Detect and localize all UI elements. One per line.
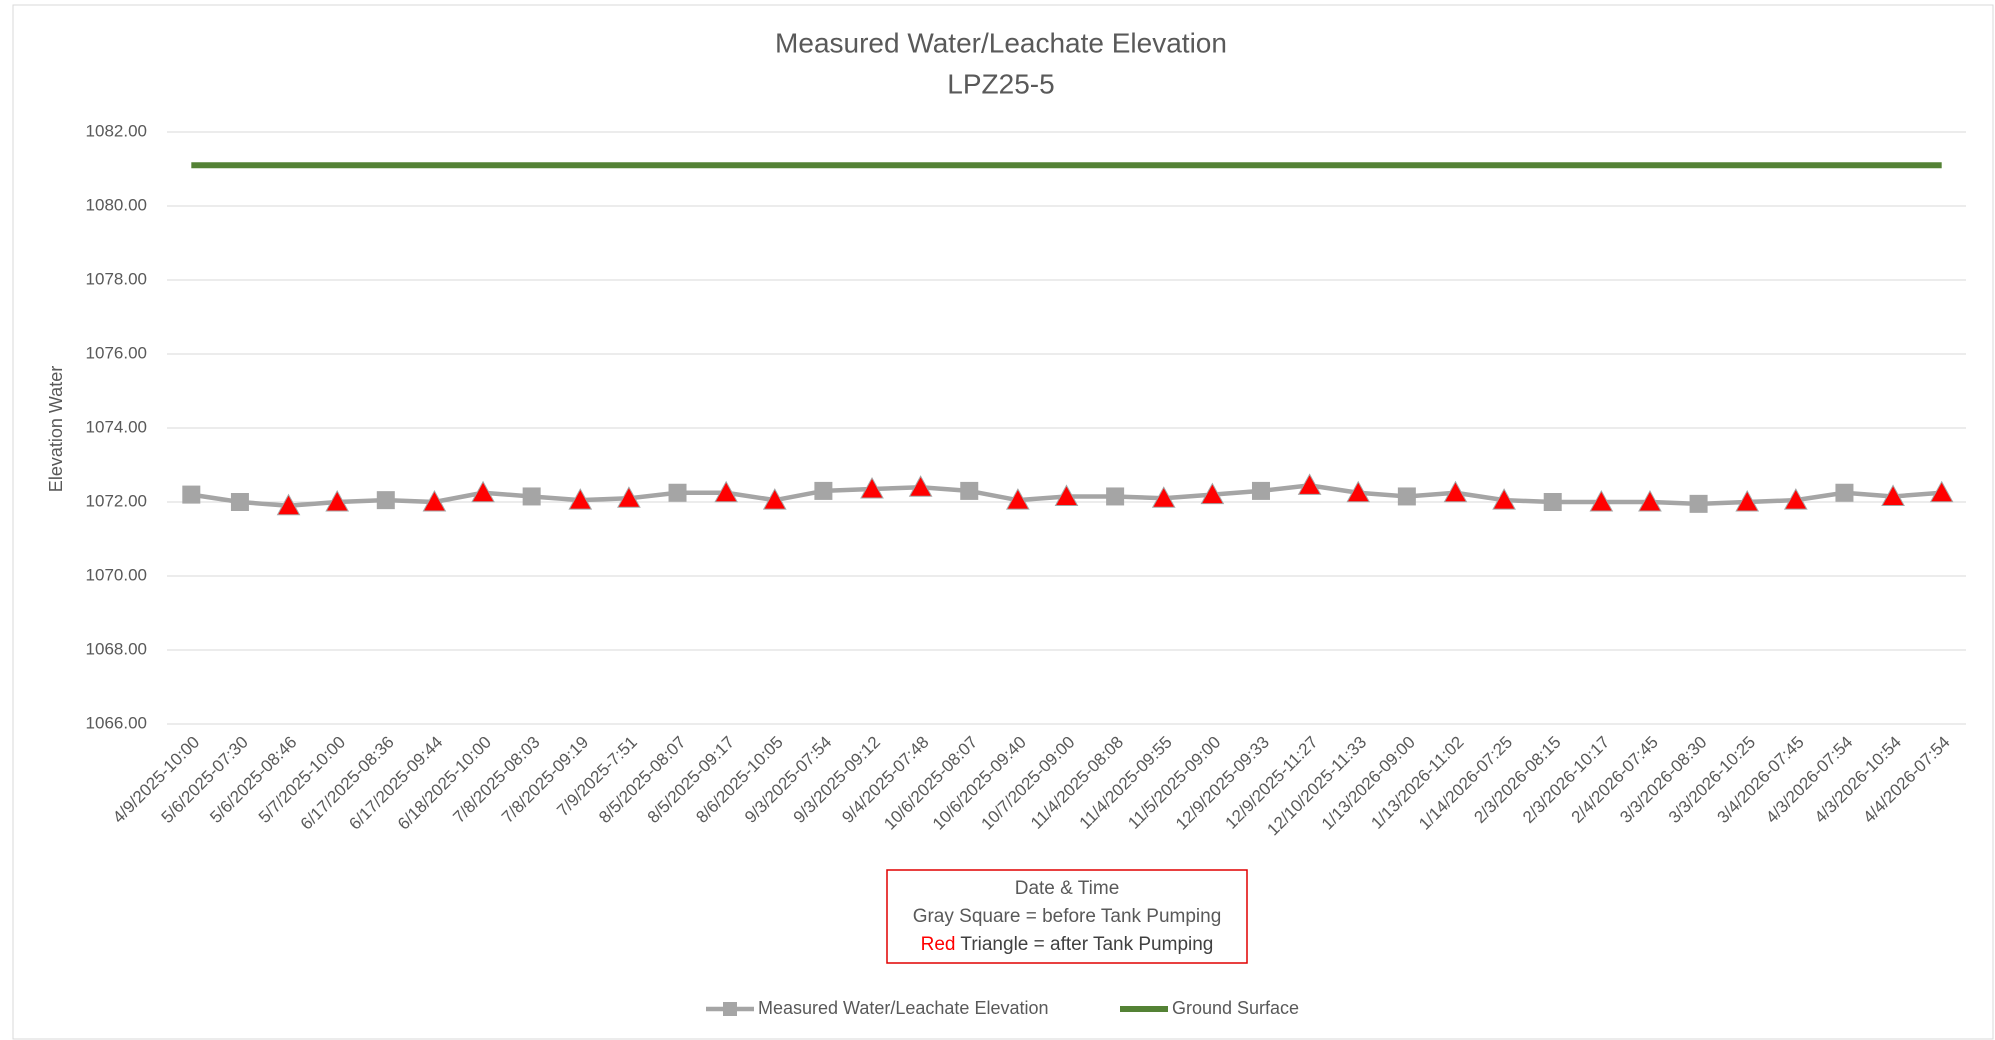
square-marker xyxy=(668,483,687,502)
y-tick-label: 1074.00 xyxy=(86,417,147,436)
y-tick-label: 1082.00 xyxy=(86,121,147,140)
square-marker xyxy=(1835,483,1854,502)
y-tick-label: 1080.00 xyxy=(86,195,147,214)
triangle-marker xyxy=(1881,484,1905,506)
triangle-marker xyxy=(908,475,933,497)
square-marker xyxy=(1543,493,1562,511)
square-marker xyxy=(960,481,979,500)
legend-label: Ground Surface xyxy=(1172,998,1299,1018)
triangle-marker xyxy=(1443,480,1468,503)
y-tick-label: 1070.00 xyxy=(86,565,147,584)
triangle-marker xyxy=(1589,489,1614,512)
annotation-box xyxy=(886,869,1248,964)
square-marker xyxy=(814,481,833,500)
triangle-marker xyxy=(1929,480,1954,503)
square-marker xyxy=(522,487,541,506)
triangle-marker xyxy=(1783,488,1808,510)
triangle-marker xyxy=(860,477,884,499)
annotation-line: Red Triangle = after Tank Pumping xyxy=(921,934,1214,955)
annotation-line: Gray Square = before Tank Pumping xyxy=(913,906,1222,927)
triangle-marker xyxy=(1006,488,1030,510)
y-tick-label: 1076.00 xyxy=(86,343,147,362)
triangle-marker xyxy=(1735,489,1760,512)
y-tick-label: 1072.00 xyxy=(86,491,147,510)
legend-label: Measured Water/Leachate Elevation xyxy=(758,998,1049,1018)
square-marker xyxy=(1251,481,1270,500)
triangle-marker xyxy=(276,493,301,516)
square-marker xyxy=(230,493,249,511)
square-marker xyxy=(376,491,395,510)
triangle-marker xyxy=(1297,473,1322,495)
triangle-marker xyxy=(762,488,787,510)
triangle-marker xyxy=(325,489,350,512)
square-marker xyxy=(1397,487,1416,506)
square-marker xyxy=(1106,487,1125,506)
triangle-marker xyxy=(1346,480,1371,503)
triangle-marker xyxy=(568,488,593,510)
annotation-part: Red xyxy=(921,934,956,955)
square-marker xyxy=(1689,494,1708,513)
triangle-marker xyxy=(471,480,495,503)
triangle-marker xyxy=(617,486,641,508)
triangle-marker xyxy=(1200,482,1225,505)
y-tick-label: 1066.00 xyxy=(86,713,147,732)
square-marker xyxy=(182,485,201,504)
triangle-marker xyxy=(714,480,738,503)
chart-subtitle: LPZ25-5 xyxy=(947,68,1054,99)
y-tick-label: 1078.00 xyxy=(86,269,147,288)
legend-marker xyxy=(723,1002,737,1016)
triangle-marker xyxy=(1638,489,1662,512)
triangle-marker xyxy=(422,489,447,512)
y-axis-title: Elevation Water xyxy=(46,366,66,492)
triangle-marker xyxy=(1151,486,1176,508)
y-tick-label: 1068.00 xyxy=(86,639,147,658)
chart-title: Measured Water/Leachate Elevation xyxy=(775,27,1227,58)
annotation-part: Triangle = after Tank Pumping xyxy=(955,934,1213,955)
triangle-marker xyxy=(1492,488,1516,510)
triangle-marker xyxy=(1054,484,1079,506)
chart-border xyxy=(12,4,1994,1040)
x-axis-title: Date & Time xyxy=(1015,878,1120,899)
